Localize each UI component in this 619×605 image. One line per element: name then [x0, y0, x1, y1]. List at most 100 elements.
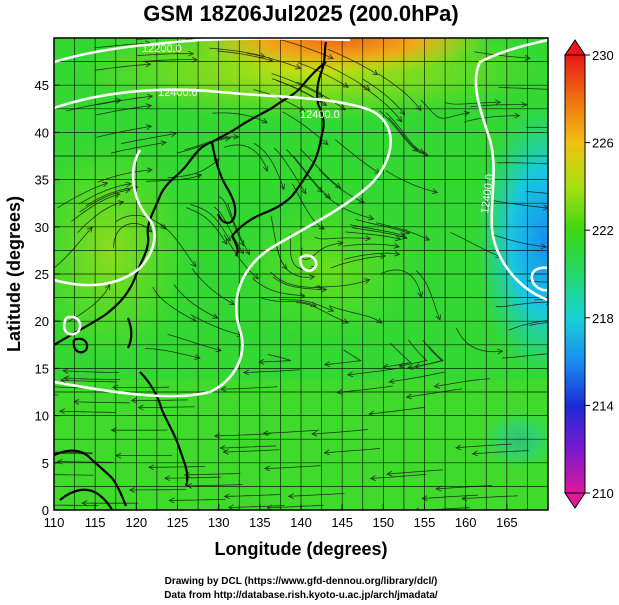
streamline-arrowhead — [316, 91, 324, 97]
streamline — [63, 370, 120, 373]
grid-lines — [54, 38, 548, 510]
y-tick-label: 40 — [35, 125, 49, 140]
streamline — [380, 269, 422, 298]
streamline-arrowhead — [558, 317, 563, 322]
x-tick-label: 115 — [85, 515, 106, 530]
streamline — [258, 354, 291, 363]
streamline — [286, 149, 323, 193]
streamline — [323, 193, 374, 220]
streamline-arrowhead — [164, 475, 171, 482]
streamline-arrowhead — [406, 364, 414, 370]
streamline — [217, 50, 273, 62]
streamline-arrowhead — [336, 389, 343, 395]
streamline-arrowhead — [128, 487, 135, 493]
streamline — [121, 132, 177, 145]
y-tick-label: 45 — [35, 78, 49, 93]
streamline — [347, 366, 404, 376]
x-tick-label: 110 — [44, 515, 65, 530]
streamline-arrowhead — [323, 449, 330, 456]
streamline-arrowhead — [62, 368, 69, 374]
streamline — [388, 117, 429, 157]
x-axis-title: Longitude (degrees) — [214, 539, 387, 559]
coastline-kyushu — [231, 235, 239, 257]
streamline-arrowhead — [421, 495, 428, 501]
streamline — [344, 252, 400, 260]
streamline — [140, 59, 198, 62]
streamline — [272, 276, 327, 290]
streamline-arrowhead — [287, 493, 294, 499]
streamline — [335, 139, 381, 174]
streamline-arrowhead — [145, 61, 152, 68]
x-axis: 110 115 120 125 130 135 140 145 150 155 160 165 — [44, 504, 518, 530]
streamline-arrowhead — [324, 193, 331, 199]
streamline-arrowhead — [243, 369, 250, 376]
colorbar-label: 230 — [592, 48, 614, 63]
contour-label-1: 12200.0 — [142, 43, 182, 55]
contour-ring-west — [62, 315, 82, 336]
streamline-arrowhead — [137, 404, 144, 411]
streamline — [95, 105, 152, 116]
streamline — [501, 353, 548, 359]
plot-area: 12200.0 12400.0 12400.0 12400.0 — [2, 38, 563, 510]
streamline-arrowhead — [63, 375, 70, 382]
streamline — [152, 286, 197, 322]
streamline — [190, 313, 243, 336]
streamline — [97, 169, 153, 183]
streamline-arrowhead — [224, 135, 232, 142]
streamline-arrowhead — [431, 188, 439, 194]
streamline-arrowhead — [524, 55, 531, 61]
credit-drawing: Drawing by DCL (https://www.gfd-dennou.o… — [165, 576, 438, 587]
streamline-arrowhead — [471, 450, 479, 457]
streamline — [169, 498, 226, 501]
streamline-arrowhead — [2, 390, 7, 395]
streamline-arrowhead — [386, 470, 393, 477]
colorbar-bottom-arrow — [564, 492, 586, 509]
cool-patch-southeast — [480, 410, 548, 470]
streamline — [144, 348, 200, 359]
y-tick-label: 5 — [42, 456, 49, 471]
streamline-arrowhead — [455, 444, 462, 451]
streamline — [415, 270, 441, 321]
credit-data: Data from http://database.rish.kyoto-u.a… — [164, 590, 438, 601]
streamline-arrowhead — [435, 485, 442, 492]
streamline-arrowhead — [417, 291, 423, 298]
streamline-arrowhead — [308, 274, 316, 281]
streamline — [186, 207, 228, 245]
streamline-arrowhead — [146, 93, 154, 100]
streamline — [359, 84, 403, 123]
y-tick-label: 25 — [35, 267, 49, 282]
streamline-arrowhead — [195, 173, 203, 180]
x-tick-label: 165 — [496, 515, 518, 530]
streamline-arrowhead — [146, 167, 153, 174]
streamline — [324, 349, 362, 366]
streamline-arrowhead — [252, 273, 259, 280]
x-tick-label: 155 — [414, 515, 436, 530]
streamline — [293, 156, 331, 199]
streamline-arrowhead — [423, 235, 431, 241]
streamlines — [2, 38, 563, 510]
streamline-arrowhead — [223, 493, 230, 500]
contour-label-3: 12400.0 — [300, 109, 340, 121]
streamline-arrowhead — [413, 363, 421, 369]
streamline — [474, 51, 531, 59]
streamline-arrowhead — [368, 214, 375, 221]
streamline-arrowhead — [388, 378, 395, 384]
streamline-arrowhead — [399, 231, 406, 238]
streamline-arrowhead — [81, 500, 88, 506]
streamline — [422, 494, 479, 499]
streamline — [145, 174, 202, 182]
streamline — [184, 473, 241, 476]
streamline — [318, 169, 365, 203]
streamline — [96, 125, 152, 138]
colorbar-label: 218 — [592, 311, 614, 326]
streamline-arrowhead — [145, 103, 153, 110]
streamline-arrowhead — [405, 393, 413, 400]
colorbar-top-arrow — [564, 39, 586, 56]
x-tick-label: 160 — [455, 515, 477, 530]
streamline-arrowhead — [396, 116, 403, 123]
streamline-arrowhead — [220, 386, 227, 392]
streamline-arrowhead — [337, 240, 344, 247]
streamline — [221, 386, 278, 390]
streamline-arrowhead — [262, 165, 269, 173]
